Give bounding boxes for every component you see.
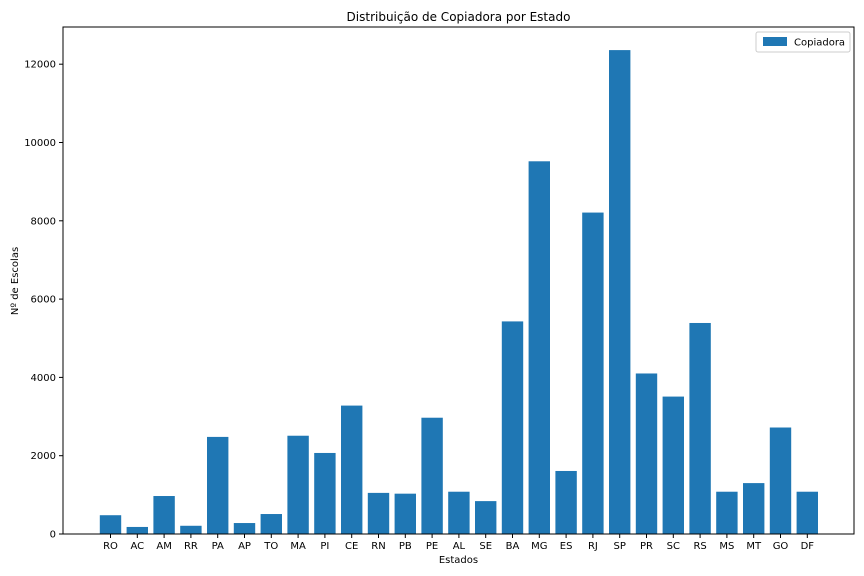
x-tick-label: AL: [453, 541, 466, 552]
x-tick-label: MA: [290, 541, 306, 552]
bar-ce: [341, 405, 363, 534]
bar-to: [260, 514, 282, 534]
bar-rr: [180, 525, 202, 534]
x-tick-label: RN: [371, 541, 385, 552]
x-tick-label: GO: [773, 541, 789, 552]
x-tick-label: SP: [614, 541, 626, 552]
bar-rj: [582, 212, 604, 534]
x-tick-label: PB: [399, 541, 412, 552]
y-tick-label: 8000: [31, 216, 56, 227]
x-tick-label: DF: [801, 541, 815, 552]
bar-ap: [233, 523, 256, 534]
bar-mt: [743, 483, 765, 534]
bar-pa: [207, 436, 229, 534]
y-tick-label: 4000: [31, 373, 56, 384]
bar-pe: [421, 417, 443, 534]
legend-label: Copiadora: [794, 38, 845, 49]
x-tick-label: PI: [320, 541, 329, 552]
x-tick-label: SC: [667, 541, 680, 552]
x-tick-label: MS: [719, 541, 734, 552]
x-tick-label: ES: [560, 541, 573, 552]
y-axis-title: Nº de Escolas: [10, 247, 21, 315]
bar-df: [796, 491, 818, 534]
x-tick-label: RR: [184, 541, 198, 552]
x-tick-label: PE: [426, 541, 438, 552]
bar-mg: [528, 161, 550, 535]
bar-se: [475, 501, 497, 534]
bar-sc: [662, 396, 684, 534]
bar-ro: [99, 515, 122, 534]
bar-am: [153, 496, 175, 534]
x-tick-label: RS: [693, 541, 706, 552]
bar-sp: [609, 50, 631, 534]
bar-ms: [716, 491, 738, 534]
bar-go: [769, 427, 792, 534]
y-tick-label: 12000: [24, 60, 56, 71]
plot-frame: [62, 26, 855, 535]
bar-es: [555, 470, 577, 534]
x-tick-label: AP: [238, 541, 251, 552]
x-tick-label: AM: [156, 541, 171, 552]
bar-pr: [635, 373, 658, 534]
bar-ba: [501, 321, 524, 534]
x-tick-label: RO: [103, 541, 118, 552]
legend: Copiadora: [755, 31, 851, 53]
x-tick-label: CE: [345, 541, 358, 552]
x-axis-title: Estados: [439, 555, 478, 566]
bar-rn: [367, 492, 390, 534]
bar-al: [448, 491, 470, 534]
x-tick-label: SE: [479, 541, 492, 552]
legend-swatch: [763, 37, 787, 46]
x-tick-label: AC: [130, 541, 144, 552]
y-tick-label: 10000: [24, 138, 56, 149]
x-tick-label: TO: [263, 541, 278, 552]
y-tick-label: 2000: [31, 451, 56, 462]
x-tick-label: PR: [640, 541, 653, 552]
y-tick-label: 6000: [31, 295, 56, 306]
chart-title: Distribuição de Copiadora por Estado: [347, 10, 571, 24]
plot-area: RO AC AM RR PA AP TO MA PI CE RN PB PE AL SE BA MG ES RJ SP…: [24, 26, 855, 552]
y-tick-label: 0: [50, 530, 56, 541]
bar-ac: [126, 526, 148, 534]
x-tick-label: PA: [212, 541, 224, 552]
x-tick-label: MG: [531, 541, 547, 552]
bar-ma: [287, 435, 309, 534]
bar-rs: [689, 322, 711, 534]
x-tick-label: BA: [506, 541, 520, 552]
bar-pi: [314, 452, 336, 534]
x-tick-label: MT: [746, 541, 762, 552]
bar-pb: [394, 493, 416, 534]
x-tick-label: RJ: [588, 541, 598, 552]
